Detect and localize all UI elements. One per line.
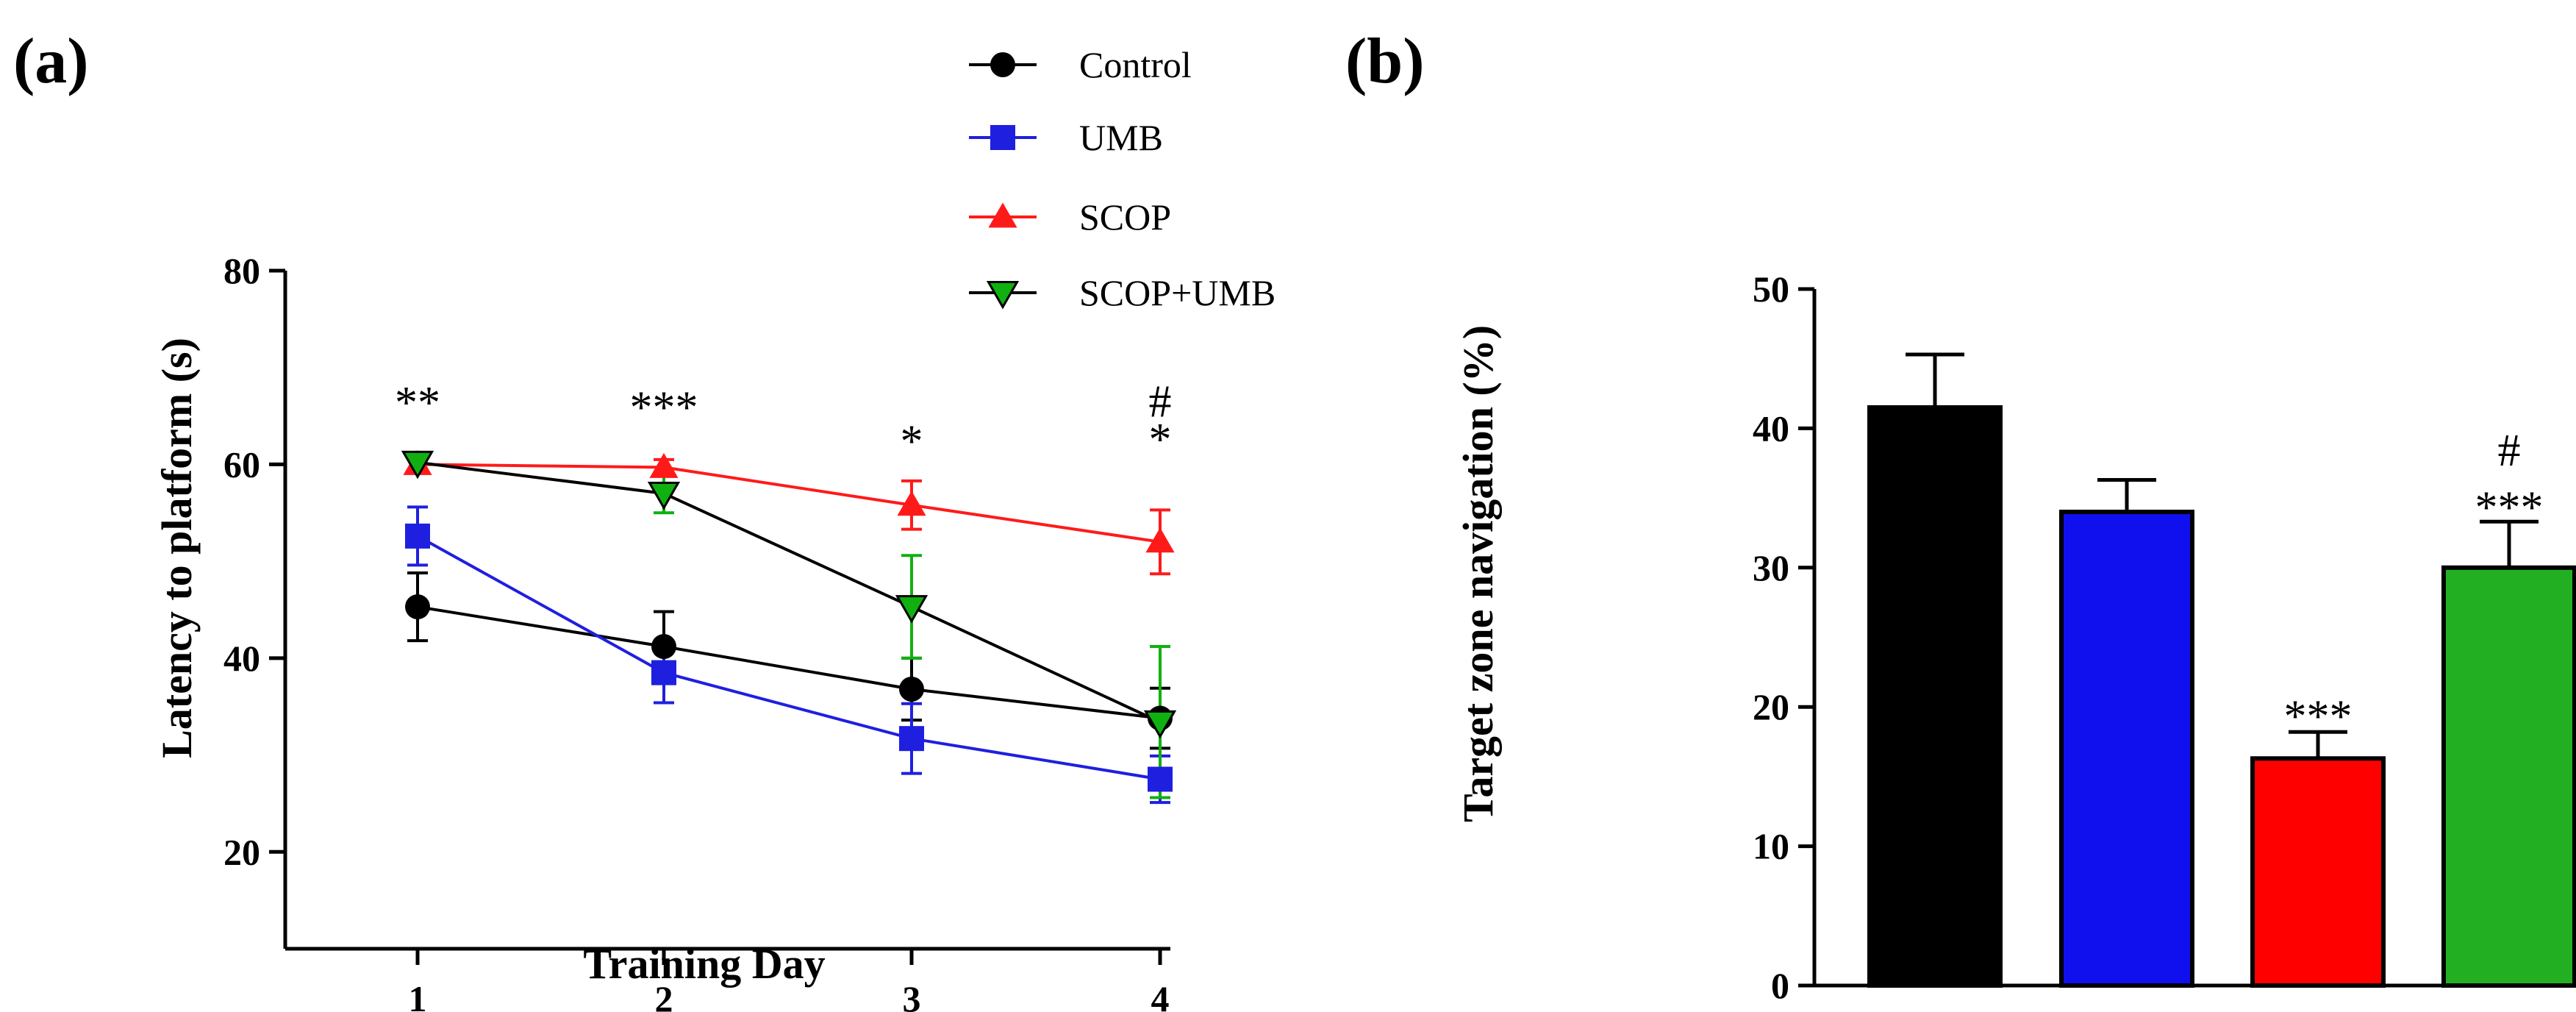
- panel-a-significance-mark: *: [901, 417, 923, 467]
- panel-a-legend: Control UMB SCOP SCOP+UMB: [969, 44, 1276, 313]
- legend-label: SCOP: [1079, 196, 1171, 238]
- bar-scop: [2250, 756, 2386, 988]
- legend-item-umb: UMB: [969, 117, 1163, 158]
- legend-label: UMB: [1079, 117, 1163, 158]
- legend-marker: [990, 52, 1015, 77]
- panel-a-y-tick-label: 20: [223, 831, 260, 872]
- legend-item-scop-umb: SCOP+UMB: [969, 272, 1276, 313]
- series-umb-point: [651, 660, 676, 685]
- panel-a-label: (a): [13, 26, 89, 97]
- bar-scop-umb: [2441, 565, 2576, 988]
- legend-item-control: Control: [969, 44, 1192, 85]
- panel-a-y-tick-label: 60: [223, 443, 260, 485]
- panel-b-label: (b): [1345, 26, 1425, 97]
- series-scop-umb-point: [401, 450, 434, 480]
- panel-b-significance-mark: #: [2498, 426, 2521, 476]
- panel-b-y-axis-title: Target zone navigation (%): [1454, 325, 1502, 822]
- legend-label: Control: [1079, 44, 1192, 85]
- series-scop-umb-point: [1143, 710, 1177, 739]
- series-scop-umb-line: [417, 460, 1161, 724]
- series-control-point: [899, 677, 924, 702]
- panel-a-significance-mark: **: [395, 378, 440, 428]
- legend-label: SCOP+UMB: [1079, 272, 1276, 313]
- legend-marker: [990, 125, 1015, 150]
- series-control-errorbars: [407, 571, 1170, 750]
- panel-b-y-tick-label: 30: [1753, 547, 1789, 588]
- series-scop-umb-point: [647, 481, 681, 510]
- legend-marker: [986, 281, 1020, 310]
- panel-a-significance-mark: *: [1149, 415, 1172, 465]
- panel-a-x-tick-label: 1: [409, 978, 427, 1012]
- series-control-point: [405, 594, 430, 620]
- panel-a-y-tick-label: 80: [223, 250, 260, 291]
- panel-a-y-axis-title: Latency to platform (s): [153, 338, 201, 758]
- panel-a-significance-mark: #: [1149, 377, 1172, 427]
- panel-a-x-tick-label: 4: [1151, 978, 1170, 1012]
- series-umb-point: [1148, 766, 1173, 792]
- series-scop-umb-point: [895, 595, 929, 624]
- series-umb-point: [405, 523, 430, 549]
- panel-b-x-tick-label: Control: [1874, 1005, 1996, 1012]
- panel-b-x-tick-label: SCOP: [2269, 1005, 2366, 1012]
- panel-b-y-tick-label: 0: [1771, 965, 1789, 1006]
- series-scop-line: [417, 463, 1161, 544]
- panel-b-y-tick-label: 20: [1753, 686, 1789, 727]
- series-scop-point: [1145, 527, 1175, 553]
- panel-b-y-tick-label: 10: [1753, 826, 1789, 867]
- panel-a-x-tick-label: 3: [903, 978, 921, 1012]
- bar-umb: [2059, 510, 2194, 988]
- series-control-point: [651, 634, 676, 660]
- panel-b-x-tick-label: SCOP+UMB: [2407, 1005, 2576, 1012]
- panel-a-y-tick-label: 40: [223, 638, 260, 679]
- series-scop-umb-errorbars: [407, 454, 1170, 799]
- panel-a-x-tick-label: 2: [655, 978, 673, 1012]
- series-scop-point: [897, 491, 926, 516]
- panel-b-significance-mark: ***: [2475, 482, 2544, 532]
- legend-marker: [988, 202, 1017, 228]
- panel-a-significance-mark: ***: [630, 382, 698, 432]
- legend-item-scop: SCOP: [969, 196, 1171, 238]
- panel-b-y-tick-label: 50: [1753, 268, 1789, 310]
- bar-control: [1867, 405, 2003, 988]
- panel-b-y-tick-label: 40: [1753, 407, 1789, 449]
- panel-b-significance-mark: ***: [2284, 692, 2353, 742]
- series-umb-point: [899, 726, 924, 752]
- series-umb-line: [417, 535, 1161, 781]
- series-control-line: [417, 605, 1161, 720]
- panel-b-plot-area: 0 10 20 30 40 50 Control UMB SCOP SCOP+UMB *** *** #: [1753, 268, 2576, 1012]
- panel-b-x-tick-label: UMB: [2084, 1005, 2170, 1012]
- series-scop-point: [649, 452, 679, 478]
